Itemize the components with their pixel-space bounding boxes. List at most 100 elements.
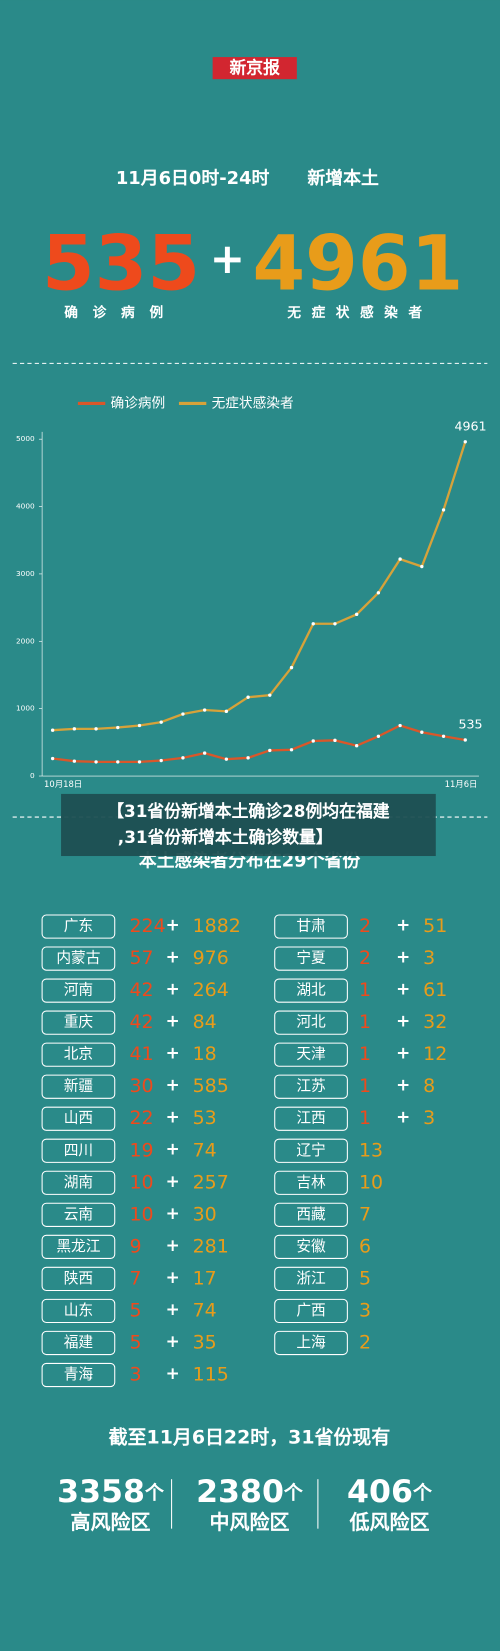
province-name: 西藏 [296,1206,326,1223]
province-box [274,978,348,1003]
province-name: 河南 [64,982,93,999]
asymptomatic-count: 18 [193,1043,217,1065]
plus: + [166,947,180,967]
plus: + [396,1011,410,1031]
province-name: 广东 [64,918,93,935]
data-point [268,693,272,697]
asymptomatic-count: 585 [193,1075,229,1097]
data-point [50,728,55,732]
confirmed-count: 42 [129,1011,153,1033]
asymptomatic-count: 30 [193,1203,217,1225]
asymptomatic-label: 无症状感染者 [287,304,432,321]
province-box [41,1330,116,1356]
plus: + [166,1139,180,1159]
province-name: 四川 [64,1142,93,1159]
plus: + [166,1331,180,1351]
province-name: 吉林 [296,1174,326,1191]
province-box [41,1298,116,1324]
unit: 个 [412,1481,433,1503]
plus: + [396,947,410,967]
confirmed-count: 3 [129,1363,141,1385]
province-name: 江苏 [296,1078,326,1095]
data-label: 4961 [454,419,486,434]
data-point [137,723,142,728]
asymptomatic-count: 74 [193,1139,217,1161]
risk-label: 中风险区 [209,1510,289,1534]
province-box [274,1234,348,1259]
plus: + [210,234,245,283]
asymptomatic-count: 6 [359,1235,371,1257]
data-point [398,723,402,728]
risk-count: 406个 [347,1474,433,1510]
unit: 个 [144,1481,165,1503]
data-point [94,727,98,731]
province-name: 新疆 [64,1078,94,1095]
big-asymptomatic: 4961 [252,220,463,308]
province-name: 浙江 [296,1270,326,1287]
plus: + [166,1267,180,1287]
province-name: 陕西 [64,1270,93,1287]
asymptomatic-count: 281 [193,1235,229,1257]
data-point [289,665,294,670]
series-line [52,724,466,764]
province-name: 上海 [296,1334,326,1351]
plus: + [396,915,410,935]
logo: 新京报 [229,58,280,78]
data-point [441,734,446,738]
data-point [463,440,467,444]
data-point [376,734,381,738]
province-box [274,1170,348,1195]
plus: + [166,1235,180,1255]
confirmed-label: 确诊病例 [64,304,178,321]
province-name: 甘肃 [296,918,325,935]
confirmed-count: 30 [129,1075,153,1097]
confirmed-count: 1 [359,1075,371,1097]
confirmed-count: 5 [129,1299,141,1321]
y-tick-label: 2000 [16,636,35,645]
province-box [274,1138,348,1163]
plus: + [396,1043,410,1063]
province-box [41,978,116,1003]
province-box [41,946,116,971]
province-box [274,946,348,971]
province-name: 湖北 [296,982,326,999]
asymptomatic-count: 12 [423,1043,447,1065]
data-point [398,557,402,561]
confirmed-count: 22 [129,1107,153,1129]
data-point [181,756,185,760]
province-box [41,1202,116,1227]
asymptomatic-count: 61 [423,979,447,1001]
confirmed-count: 41 [129,1043,153,1065]
data-point [463,738,467,742]
province-box [274,1266,348,1292]
province-name: 湖南 [64,1174,93,1191]
confirmed-count: 1 [359,1043,371,1065]
confirmed-count: 7 [129,1267,141,1289]
province-box [41,914,116,939]
series-line [52,441,467,732]
asymptomatic-count: 8 [423,1075,435,1097]
data-point [311,739,315,743]
data-point [354,744,359,748]
data-point [181,712,185,716]
data-point [72,759,77,763]
asymptomatic-count: 257 [193,1171,229,1193]
risk-count: 2380个 [196,1474,304,1510]
confirmed-count: 9 [129,1235,141,1257]
data-point [268,748,272,753]
plus: + [166,1299,180,1319]
data-point [333,738,337,743]
confirmed-count: 224 [129,915,165,937]
province-name: 宁夏 [296,950,326,967]
province-box [41,1234,116,1259]
data-point [202,751,207,755]
y-tick-label: 3000 [16,569,35,578]
confirmed-count: 10 [129,1203,153,1225]
data-point [376,591,381,595]
data-point [420,564,424,569]
province-name: 青海 [64,1366,94,1383]
data-point [354,612,359,617]
asymptomatic-count: 3 [423,1107,435,1129]
